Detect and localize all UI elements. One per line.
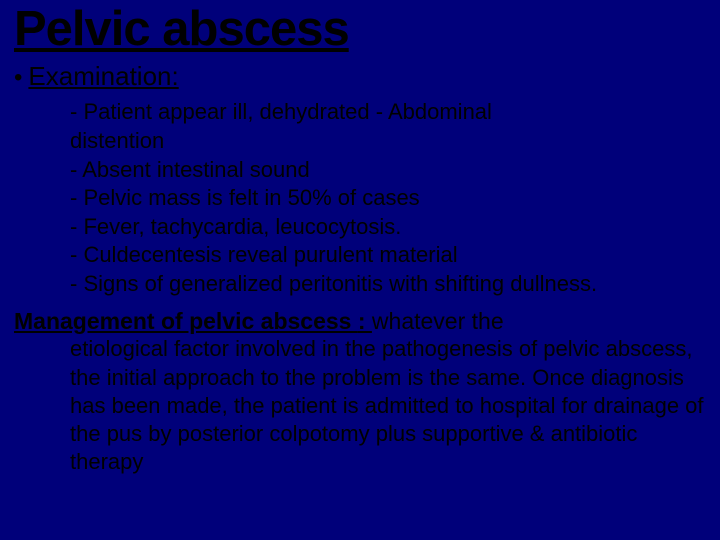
list-item: - Absent intestinal sound xyxy=(70,156,706,185)
examination-items: - Patient appear ill, dehydrated - Abdom… xyxy=(70,98,706,298)
list-item: - Signs of generalized peritonitis with … xyxy=(70,270,706,299)
management-heading: Management of pelvic abscess xyxy=(14,308,358,334)
list-item: - Culdecentesis reveal purulent material xyxy=(70,241,706,270)
list-item: distention xyxy=(70,127,706,156)
list-item: - Patient appear ill, dehydrated - Abdom… xyxy=(70,98,706,127)
management-colon: : xyxy=(358,308,372,334)
slide-title: Pelvic abscess xyxy=(14,4,706,55)
bullet-icon: • xyxy=(14,66,22,90)
management-body: etiological factor involved in the patho… xyxy=(70,335,706,476)
examination-heading-row: • Examination: xyxy=(14,61,706,92)
management-heading-row: Management of pelvic abscess : whatever … xyxy=(14,307,706,336)
list-item: - Fever, tachycardia, leucocytosis. xyxy=(70,213,706,242)
list-item: - Pelvic mass is felt in 50% of cases xyxy=(70,184,706,213)
examination-heading: Examination: xyxy=(28,61,178,92)
management-tail: whatever the xyxy=(372,308,504,334)
